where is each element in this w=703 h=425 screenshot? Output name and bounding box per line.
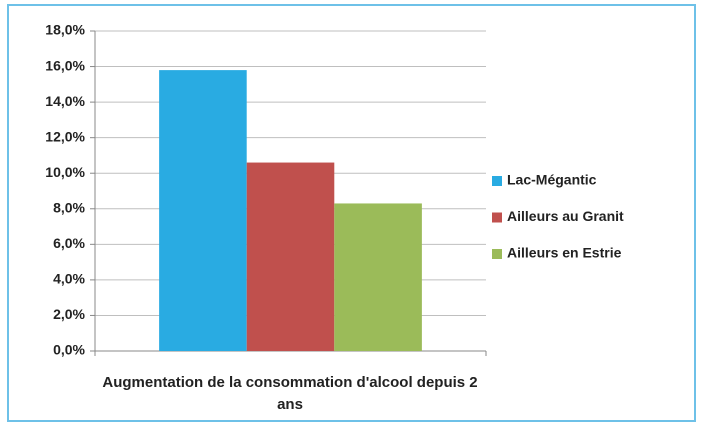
legend-label: Lac-Mégantic [507,172,597,188]
chart-border [7,4,696,422]
y-tick-label: 14,0% [45,93,85,109]
y-tick-label: 8,0% [53,199,85,215]
y-tick-label: 4,0% [53,271,85,287]
bar [159,70,247,351]
x-category-label: Augmentation de la consommation d'alcool… [102,374,478,413]
y-tick-label: 16,0% [45,57,85,73]
y-tick-label: 12,0% [45,128,85,144]
bar [246,162,335,351]
y-tick-label: 18,0% [45,22,85,38]
legend-swatch [492,176,502,186]
bar [334,203,422,351]
legend-label: Ailleurs en Estrie [507,245,622,261]
legend-label: Ailleurs au Granit [507,208,624,224]
y-tick-label: 10,0% [45,164,85,180]
y-tick-label: 6,0% [53,235,85,251]
legend-swatch [492,212,502,223]
legend-swatch [492,249,502,259]
y-tick-label: 2,0% [53,306,85,322]
y-tick-label: 0,0% [53,342,85,358]
